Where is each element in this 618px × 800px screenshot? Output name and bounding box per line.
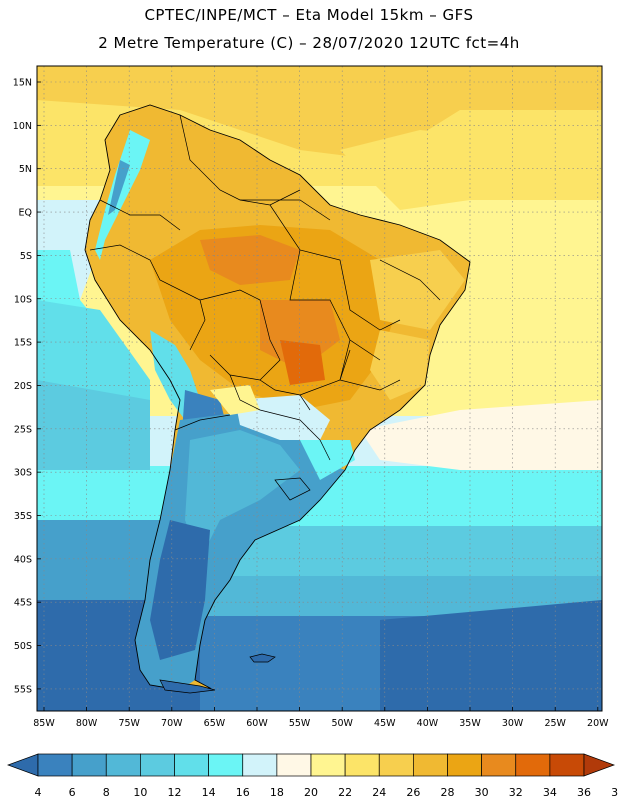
colorbar-segment <box>310 753 346 777</box>
lon-label: 25W <box>544 718 566 729</box>
colorbar-label: 18 <box>270 786 284 799</box>
longitude-labels: 85W 80W 75W 70W 65W 60W 55W 50W 45W 40W 35W 30W 25W 2… <box>33 707 609 729</box>
lon-label: 45W <box>374 718 396 729</box>
lat-label: 30S <box>14 468 32 479</box>
colorbar-label: 34 <box>543 786 557 799</box>
colorbar-low-arrow <box>6 753 39 777</box>
colorbar-label: 4 <box>35 786 42 799</box>
lon-label: 75W <box>118 718 140 729</box>
colorbar-segment <box>140 753 175 777</box>
colorbar-label: 38 <box>611 786 618 799</box>
country-borders <box>89 114 441 461</box>
lat-label: 55S <box>14 684 32 695</box>
temperature-field <box>37 66 602 711</box>
colorbar-label: 10 <box>133 786 147 799</box>
lat-label: 50S <box>14 641 32 652</box>
title-line-1: CPTEC/INPE/MCT – Eta Model 15km – GFS <box>144 6 474 24</box>
lon-label: 40W <box>417 718 439 729</box>
lat-label: 45S <box>14 598 32 609</box>
colorbar-label: 8 <box>103 786 110 799</box>
colorbar-segment <box>174 753 209 777</box>
colorbar-label: 16 <box>236 786 250 799</box>
colorbar-segment <box>37 753 73 777</box>
colorbar-high-arrow <box>583 753 616 777</box>
colorbar-label: 30 <box>475 786 489 799</box>
colorbar-segment <box>344 753 380 777</box>
colorbar-segment <box>71 753 107 777</box>
colorbar-label: 24 <box>372 786 386 799</box>
colorbar-segment <box>549 753 585 777</box>
lon-label: 80W <box>76 718 98 729</box>
lon-label: 60W <box>246 718 268 729</box>
colorbar-label: 32 <box>509 786 523 799</box>
lat-label: EQ <box>19 208 32 219</box>
colorbar-label: 6 <box>69 786 76 799</box>
lon-label: 20W <box>587 718 609 729</box>
colorbar-label: 36 <box>577 786 591 799</box>
lon-label: 55W <box>289 718 311 729</box>
lat-label: 5S <box>20 251 32 262</box>
lon-label: 70W <box>161 718 183 729</box>
colorbar-segment <box>105 753 141 777</box>
lat-label: 35S <box>14 511 32 522</box>
colorbar-segment <box>276 753 312 777</box>
colorbar-segment <box>447 753 482 777</box>
colorbar-segment <box>481 753 517 777</box>
map-frame <box>36 65 603 712</box>
colorbar-label: 12 <box>168 786 182 799</box>
lon-label: 30W <box>502 718 524 729</box>
colorbar-label: 20 <box>304 786 318 799</box>
colorbar-label: 22 <box>338 786 352 799</box>
lat-label: 40S <box>14 554 32 565</box>
lat-label: 20S <box>14 381 32 392</box>
colorbar-segment <box>413 753 448 777</box>
lon-label: 50W <box>331 718 353 729</box>
lat-label: 15N <box>13 78 32 89</box>
lat-label: 15S <box>14 338 32 349</box>
colorbar-segment <box>378 753 414 777</box>
colorbar-label: 28 <box>441 786 455 799</box>
lon-label: 85W <box>33 718 55 729</box>
lon-label: 65W <box>204 718 226 729</box>
lon-label: 35W <box>459 718 481 729</box>
colorbar-label: 26 <box>406 786 420 799</box>
colorbar-segment <box>515 753 551 777</box>
latitude-labels: 15N 10N 5N EQ 5S 10S 15S 20S 25S 30S 35S 40S 45S 50S 5… <box>13 78 41 695</box>
lat-label: 10N <box>13 121 32 132</box>
colorbar-label: 14 <box>202 786 216 799</box>
coastline <box>84 104 471 691</box>
lat-label: 10S <box>14 294 32 305</box>
colorbar-segment <box>208 753 244 777</box>
colorbar-segment <box>242 753 278 777</box>
lat-label: 5N <box>19 164 32 175</box>
colorbar: 4 6 8 10 12 14 16 18 20 22 24 26 28 30 32 34 36 38 <box>6 753 618 799</box>
lat-label: 25S <box>14 424 32 435</box>
title-line-2: 2 Metre Temperature (C) – 28/07/2020 12U… <box>98 34 520 52</box>
